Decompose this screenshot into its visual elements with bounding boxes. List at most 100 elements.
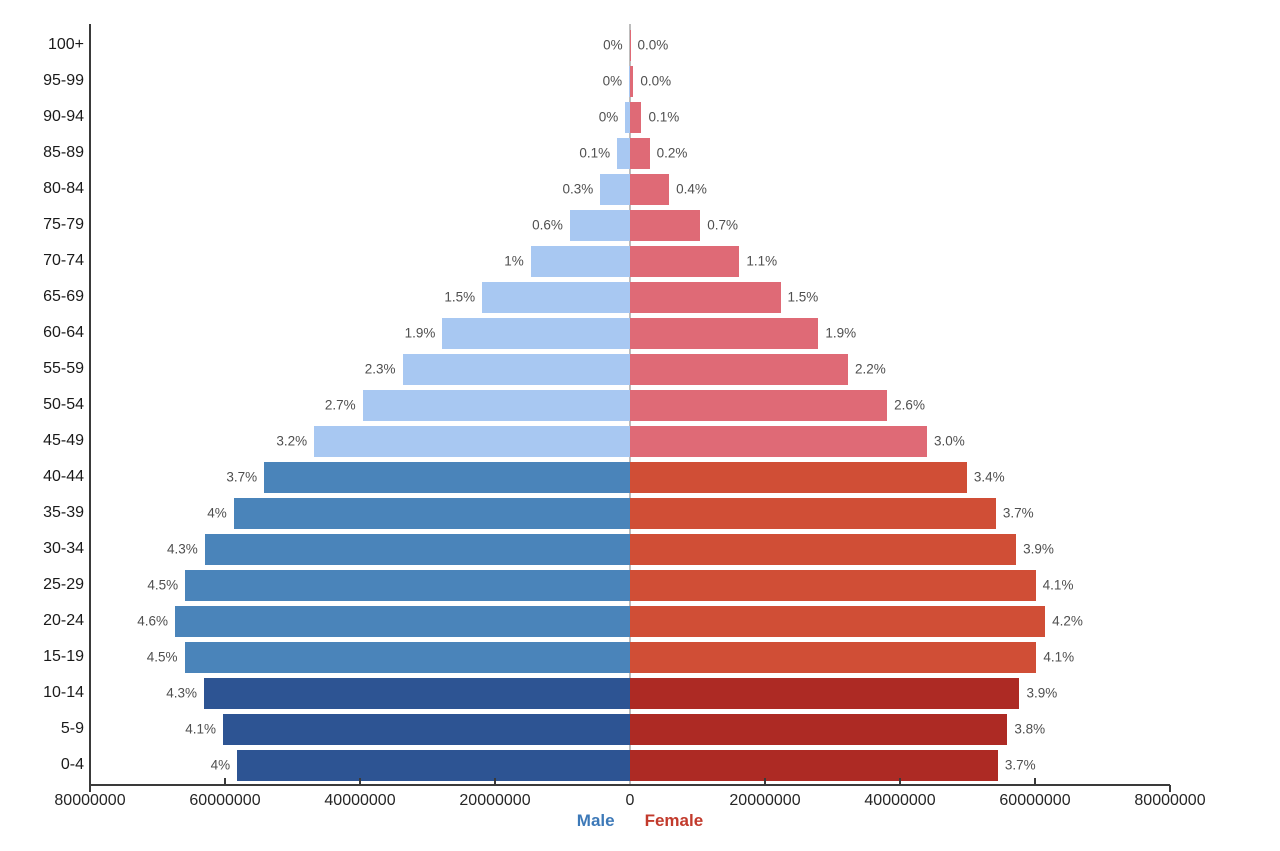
bar-female-60-64[interactable] — [630, 317, 819, 349]
x-axis-tick — [1034, 778, 1036, 784]
bar-male-60-64[interactable] — [442, 317, 630, 349]
bar-female-100+[interactable] — [630, 29, 631, 61]
age-label-50-54: 50-54 — [43, 396, 84, 413]
bar-female-25-29[interactable] — [630, 569, 1036, 601]
pct-label-female-45-49: 3.0% — [934, 433, 965, 449]
x-axis-tick-label-4: 0 — [625, 792, 635, 809]
x-axis-tick-label-2: 40000000 — [324, 792, 396, 809]
pct-label-male-80-84: 0.3% — [562, 181, 594, 197]
bar-female-40-44[interactable] — [630, 461, 967, 493]
pct-label-male-95-99: 0% — [602, 73, 623, 89]
pct-label-male-90-94: 0% — [598, 109, 619, 125]
bar-female-65-69[interactable] — [630, 281, 781, 313]
bar-male-50-54[interactable] — [362, 389, 630, 421]
x-axis-tick — [764, 778, 766, 784]
pct-label-female-35-39: 3.7% — [1002, 505, 1034, 521]
pct-label-male-85-89: 0.1% — [579, 145, 611, 161]
bar-female-15-19[interactable] — [630, 641, 1037, 673]
x-axis-tick-label-5: 20000000 — [729, 792, 801, 809]
bar-male-20-24[interactable] — [175, 605, 630, 637]
bar-female-5-9[interactable] — [630, 713, 1008, 745]
legend-item-male[interactable]: Male — [576, 811, 615, 830]
pct-label-male-75-79: 0.6% — [532, 217, 563, 233]
x-axis-tick — [494, 778, 496, 784]
bar-male-30-34[interactable] — [204, 533, 630, 565]
pct-label-male-55-59: 2.3% — [364, 361, 396, 377]
pct-label-male-5-9: 4.1% — [185, 721, 216, 737]
bar-female-50-54[interactable] — [630, 389, 888, 421]
bar-male-15-19[interactable] — [184, 641, 630, 673]
pct-label-male-20-24: 4.6% — [137, 613, 169, 629]
bar-female-30-34[interactable] — [630, 533, 1017, 565]
x-axis-tick-label-6: 40000000 — [864, 792, 936, 809]
pct-label-male-25-29: 4.5% — [147, 577, 179, 593]
bar-male-85-89[interactable] — [617, 137, 630, 169]
pct-label-male-60-64: 1.9% — [404, 325, 436, 341]
x-axis-tick — [359, 778, 361, 784]
pct-label-female-10-14: 3.9% — [1026, 685, 1058, 701]
x-axis-tick — [899, 778, 901, 784]
pct-label-male-70-74: 1% — [504, 253, 524, 269]
bar-female-80-84[interactable] — [630, 173, 670, 205]
pct-label-male-40-44: 3.7% — [226, 469, 258, 485]
age-label-80-84: 80-84 — [43, 180, 84, 197]
bar-female-75-79[interactable] — [630, 209, 701, 241]
y-axis-line — [88, 24, 91, 786]
pct-label-male-45-49: 3.2% — [276, 433, 308, 449]
age-label-75-79: 75-79 — [43, 216, 84, 233]
bar-male-75-79[interactable] — [569, 209, 630, 241]
bar-female-55-59[interactable] — [630, 353, 849, 385]
bar-female-20-24[interactable] — [630, 605, 1046, 637]
bar-female-0-4[interactable] — [630, 749, 998, 781]
x-axis-tick-label-1: 60000000 — [189, 792, 261, 809]
pct-label-female-100+: 0.0% — [637, 37, 669, 53]
pct-label-male-15-19: 4.5% — [146, 649, 178, 665]
x-axis-line — [89, 784, 1170, 786]
age-label-30-34: 30-34 — [43, 540, 84, 557]
age-label-35-39: 35-39 — [43, 504, 84, 521]
pct-label-male-50-54: 2.7% — [324, 397, 356, 413]
age-label-20-24: 20-24 — [43, 612, 84, 629]
age-label-100+: 100+ — [47, 36, 84, 53]
bar-male-80-84[interactable] — [600, 173, 630, 205]
pct-label-female-30-34: 3.9% — [1023, 541, 1054, 557]
age-label-60-64: 60-64 — [43, 324, 84, 341]
x-axis-tick-label-8: 80000000 — [1134, 792, 1206, 809]
bar-female-35-39[interactable] — [630, 497, 996, 529]
bar-male-65-69[interactable] — [482, 281, 630, 313]
pct-label-female-60-64: 1.9% — [825, 325, 857, 341]
x-axis-tick-label-3: 20000000 — [459, 792, 531, 809]
bar-male-0-4[interactable] — [237, 749, 630, 781]
bar-male-90-94[interactable] — [625, 101, 630, 133]
legend-item-female[interactable]: Female — [644, 811, 704, 830]
x-axis-end-tick — [1169, 785, 1171, 792]
bar-male-95-99[interactable] — [629, 65, 630, 97]
age-label-85-89: 85-89 — [43, 144, 84, 161]
bar-female-45-49[interactable] — [630, 425, 927, 457]
pct-label-female-15-19: 4.1% — [1043, 649, 1075, 665]
bar-female-90-94[interactable] — [630, 101, 642, 133]
pct-label-female-80-84: 0.4% — [676, 181, 707, 197]
bar-male-55-59[interactable] — [402, 353, 630, 385]
bar-male-45-49[interactable] — [314, 425, 630, 457]
pct-label-female-50-54: 2.6% — [894, 397, 925, 413]
bar-female-70-74[interactable] — [630, 245, 740, 277]
bar-female-10-14[interactable] — [630, 677, 1020, 709]
bar-female-95-99[interactable] — [630, 65, 634, 97]
pct-label-female-0-4: 3.7% — [1004, 757, 1036, 773]
bar-male-25-29[interactable] — [185, 569, 630, 601]
bar-male-40-44[interactable] — [264, 461, 630, 493]
bar-female-85-89[interactable] — [630, 137, 650, 169]
age-label-5-9: 5-9 — [60, 720, 84, 737]
age-label-55-59: 55-59 — [43, 360, 84, 377]
pct-label-male-35-39: 4% — [207, 505, 227, 521]
pct-label-male-10-14: 4.3% — [166, 685, 198, 701]
bar-male-70-74[interactable] — [530, 245, 630, 277]
bar-male-10-14[interactable] — [204, 677, 630, 709]
pct-label-female-55-59: 2.2% — [855, 361, 886, 377]
bar-male-35-39[interactable] — [233, 497, 630, 529]
bar-male-5-9[interactable] — [222, 713, 630, 745]
pct-label-female-40-44: 3.4% — [973, 469, 1005, 485]
chart-legend: Male Female — [550, 811, 730, 831]
pct-label-female-65-69: 1.5% — [787, 289, 819, 305]
